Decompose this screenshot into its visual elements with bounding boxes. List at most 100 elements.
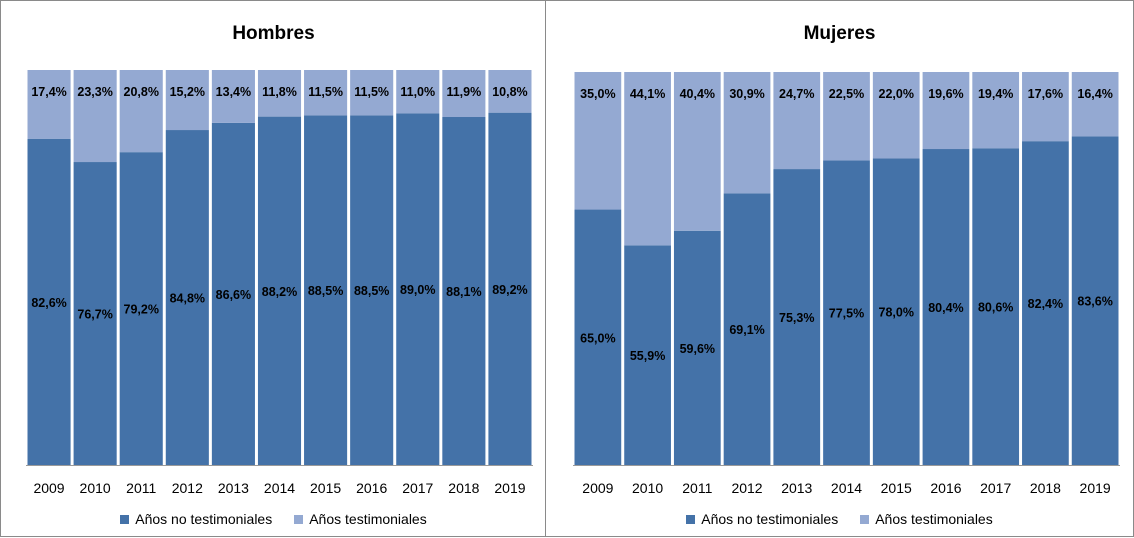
bar-testimoniales	[823, 72, 870, 161]
bar-testimoniales	[442, 70, 486, 118]
bar-no-testimoniales	[165, 130, 209, 466]
x-tick-label: 2012	[172, 480, 203, 496]
legend-item-no-testimoniales: Años no testimoniales	[120, 511, 272, 527]
data-label: 88,1%	[446, 285, 481, 299]
bar-testimoniales	[350, 70, 394, 116]
data-label: 40,4%	[680, 87, 715, 101]
data-label: 80,4%	[928, 301, 963, 315]
bar-testimoniales	[1022, 72, 1069, 142]
data-label: 84,8%	[170, 292, 205, 306]
bar-testimoniales	[723, 72, 771, 194]
bar-testimoniales	[574, 72, 622, 210]
bar-no-testimoniales	[442, 117, 486, 465]
bar-no-testimoniales	[624, 245, 671, 465]
x-tick-label: 2016	[356, 480, 387, 496]
x-tick-label: 2012	[731, 480, 762, 496]
data-label: 19,4%	[978, 87, 1013, 101]
bar-testimoniales	[304, 70, 348, 116]
data-label: 11,5%	[308, 85, 343, 99]
data-label: 83,6%	[1077, 295, 1112, 309]
bar-testimoniales	[27, 70, 71, 139]
data-label: 89,0%	[400, 283, 435, 297]
bar-no-testimoniales	[574, 209, 622, 465]
data-label: 24,7%	[779, 87, 814, 101]
legend-item-no-testimoniales: Años no testimoniales	[686, 511, 838, 527]
data-label: 11,5%	[354, 85, 389, 99]
x-tick-label: 2019	[494, 480, 525, 496]
data-label: 55,9%	[630, 349, 665, 363]
data-label: 15,2%	[170, 85, 205, 99]
data-label: 78,0%	[879, 306, 914, 320]
x-tick-label: 2011	[126, 480, 156, 496]
legend: Años no testimoniales Años testimoniales	[1, 511, 546, 527]
data-label: 22,5%	[829, 87, 864, 101]
bar-no-testimoniales	[773, 169, 821, 466]
bar-testimoniales	[773, 72, 821, 170]
chart-panel-mujeres: Mujeres 65,0% 35,0% 2009 55,9% 44,1% 2010 59,6…	[545, 0, 1134, 537]
bar-no-testimoniales	[211, 122, 255, 466]
x-tick-label: 2013	[218, 480, 249, 496]
bar-testimoniales	[488, 70, 532, 113]
x-tick-label: 2018	[1030, 480, 1061, 496]
data-label: 79,2%	[124, 303, 159, 317]
bar-no-testimoniales	[1071, 136, 1119, 465]
x-tick-label: 2011	[682, 480, 712, 496]
data-label: 65,0%	[580, 331, 615, 345]
x-tick-label: 2010	[80, 480, 111, 496]
x-tick-label: 2017	[402, 480, 433, 496]
legend-label: Años no testimoniales	[701, 511, 839, 527]
legend-label: Años no testimoniales	[135, 511, 273, 527]
bar-testimoniales	[165, 70, 209, 131]
data-label: 77,5%	[829, 307, 864, 321]
chart-title: Hombres	[232, 23, 315, 44]
data-label: 10,8%	[492, 85, 527, 99]
data-label: 11,8%	[262, 85, 297, 99]
data-label: 76,7%	[77, 308, 112, 322]
legend-item-testimoniales: Años testimoniales	[860, 511, 993, 527]
bar-no-testimoniales	[350, 115, 394, 466]
x-tick-label: 2016	[930, 480, 961, 496]
data-label: 22,0%	[879, 87, 914, 101]
x-tick-label: 2019	[1080, 480, 1111, 496]
bar-no-testimoniales	[304, 115, 348, 466]
bar-no-testimoniales	[119, 152, 163, 465]
data-label: 89,2%	[492, 283, 527, 297]
x-tick-label: 2009	[582, 480, 613, 496]
data-label: 35,0%	[580, 87, 615, 101]
data-label: 16,4%	[1077, 87, 1112, 101]
data-label: 30,9%	[729, 87, 764, 101]
bar-no-testimoniales	[27, 138, 71, 466]
legend-label: Años testimoniales	[875, 511, 993, 527]
plot-area: 65,0% 35,0% 2009 55,9% 44,1% 2010 59,6% 40,4% 20…	[546, 1, 1133, 538]
legend: Años no testimoniales Años testimoniales	[546, 511, 1133, 527]
x-tick-label: 2010	[632, 480, 663, 496]
legend-swatch	[120, 514, 130, 524]
data-label: 69,1%	[729, 323, 764, 337]
data-label: 88,5%	[308, 284, 343, 298]
x-tick-label: 2014	[264, 480, 295, 496]
data-label: 20,8%	[124, 85, 159, 99]
bar-testimoniales	[673, 72, 721, 231]
bar-no-testimoniales	[673, 230, 721, 465]
data-label: 80,6%	[978, 301, 1013, 315]
legend-swatch	[686, 514, 696, 524]
bar-testimoniales	[73, 70, 117, 163]
legend-label: Años testimoniales	[309, 511, 427, 527]
chart-svg: 82,6% 17,4% 2009 76,7% 23,3% 2010 79,2% 20,8% 20…	[26, 70, 533, 496]
x-tick-label: 2018	[448, 480, 479, 496]
data-label: 88,2%	[262, 285, 297, 299]
bar-no-testimoniales	[972, 148, 1020, 465]
chart-panel-hombres: Hombres 82,6% 17,4% 2009 76,7% 23,3% 2010 79,2…	[0, 0, 546, 537]
bar-testimoniales	[257, 70, 302, 117]
data-label: 23,3%	[77, 85, 112, 99]
bar-testimoniales	[211, 70, 255, 123]
bar-no-testimoniales	[823, 160, 870, 466]
data-label: 82,6%	[31, 296, 66, 310]
legend-item-testimoniales: Años testimoniales	[294, 511, 427, 527]
x-tick-label: 2013	[781, 480, 812, 496]
bar-testimoniales	[119, 70, 163, 153]
bar-no-testimoniales	[922, 149, 970, 465]
x-tick-label: 2015	[310, 480, 341, 496]
data-label: 86,6%	[216, 288, 251, 302]
data-label: 82,4%	[1028, 297, 1063, 311]
